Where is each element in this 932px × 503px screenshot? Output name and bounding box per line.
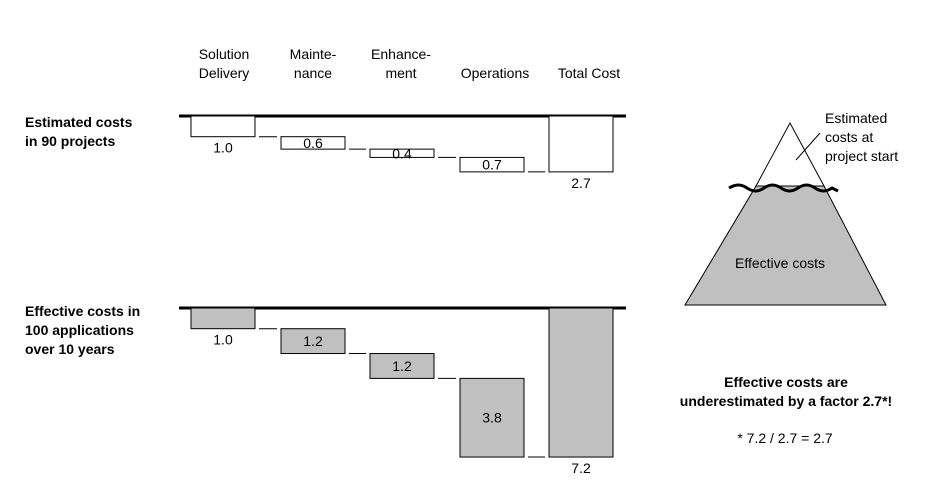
waterline-wave bbox=[728, 183, 839, 193]
column-header-line: ment bbox=[385, 65, 417, 81]
bar bbox=[280, 136, 346, 150]
row-label-line: over 10 years bbox=[25, 341, 115, 357]
column-header-line: Mainte- bbox=[289, 46, 337, 62]
value-label: 1.2 bbox=[303, 333, 323, 349]
value-label: 7.2 bbox=[571, 460, 591, 476]
iceberg-tip-label-line: Estimated bbox=[825, 110, 888, 126]
bar bbox=[190, 307, 256, 330]
value-label: 0.4 bbox=[392, 145, 412, 161]
bar bbox=[459, 377, 525, 458]
value-label: 1.0 bbox=[213, 332, 233, 348]
bar bbox=[190, 115, 256, 138]
iceberg-body-label: Effective costs bbox=[735, 255, 826, 271]
value-label: 2.7 bbox=[571, 175, 591, 191]
formula-text: * 7.2 / 2.7 = 2.7 bbox=[737, 430, 833, 446]
column-header-maintenance: Mainte- nance bbox=[268, 45, 358, 83]
iceberg-tip-label-line: project start bbox=[825, 148, 899, 164]
bar bbox=[548, 115, 614, 173]
row-label-line: Estimated costs bbox=[25, 114, 133, 130]
column-header-total-cost: Total Cost bbox=[544, 64, 634, 83]
value-label: 1.2 bbox=[392, 358, 412, 374]
iceberg-tip-label-line: costs at bbox=[825, 129, 874, 145]
conclusion-line: Effective costs are bbox=[724, 374, 848, 390]
value-label: 1.0 bbox=[213, 140, 233, 156]
bar bbox=[548, 307, 614, 458]
column-header-line: nance bbox=[293, 65, 333, 81]
bar bbox=[280, 328, 346, 355]
conclusion-text: Effective costs are underestimated by a … bbox=[650, 373, 922, 411]
callout-line bbox=[795, 132, 821, 161]
column-header-line: Solution bbox=[198, 46, 250, 62]
column-header-solution-delivery: Solution Delivery bbox=[179, 45, 269, 83]
bar bbox=[369, 148, 435, 158]
iceberg-tip-label: Estimated costs at project start bbox=[825, 109, 898, 166]
conclusion-line: underestimated by a factor 2.7*! bbox=[679, 393, 893, 409]
bar bbox=[459, 156, 525, 173]
column-header-line: Operations bbox=[460, 65, 530, 81]
row-label-line: in 90 projects bbox=[25, 133, 116, 149]
row-label-effective: Effective costs in 100 applications over… bbox=[25, 302, 175, 359]
column-header-line: Delivery bbox=[198, 65, 250, 81]
column-header-line: Total Cost bbox=[557, 65, 621, 81]
row-label-line: Effective costs in bbox=[25, 303, 141, 319]
value-label: 3.8 bbox=[482, 410, 502, 426]
iceberg-body bbox=[684, 185, 887, 306]
row-label-estimated: Estimated costs in 90 projects bbox=[25, 113, 175, 151]
column-header-enhancement: Enhance- ment bbox=[356, 45, 446, 83]
iceberg-tip bbox=[755, 121, 825, 187]
bar bbox=[369, 353, 435, 379]
column-header-operations: Operations bbox=[450, 64, 540, 83]
value-label: 0.7 bbox=[482, 157, 502, 173]
row-label-line: 100 applications bbox=[25, 322, 134, 338]
column-header-line: Enhance- bbox=[371, 46, 431, 62]
value-label: 0.6 bbox=[303, 135, 323, 151]
